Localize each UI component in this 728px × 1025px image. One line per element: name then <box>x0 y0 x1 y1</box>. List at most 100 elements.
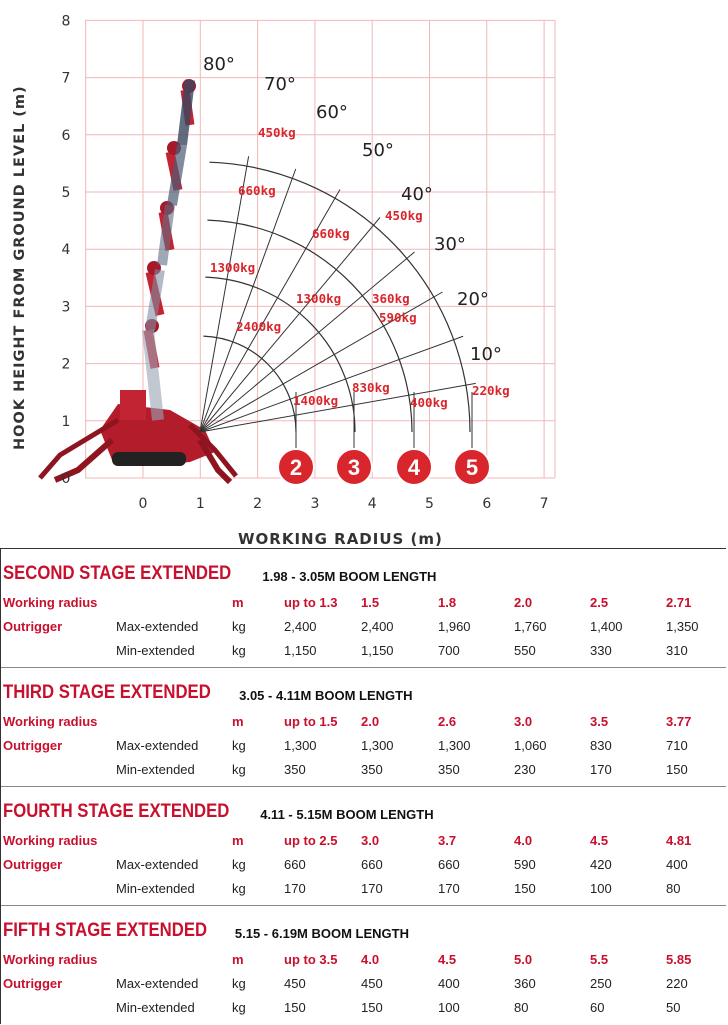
working-radius-label: Working radius <box>3 833 98 848</box>
radius-value: 3.0 <box>361 833 380 848</box>
radius-value: 3.7 <box>438 833 457 848</box>
crane-outrigger <box>188 423 238 478</box>
boom-length: 4.11 - 5.15M BOOM LENGTH <box>260 807 434 822</box>
boom-marker <box>335 448 373 486</box>
max-extended-row: Outrigger Max-extended kg 1,300 1,300 1,300 1,… <box>1 738 727 760</box>
radius-value: 5.85 <box>666 952 692 967</box>
outrigger-label: Outrigger <box>3 619 63 634</box>
boom-marker <box>453 448 491 486</box>
load-chart: 0 1 2 3 4 5 6 701234567880°70°60°50°40°30°20°10… <box>12 13 556 548</box>
min-load-value: 350 <box>284 762 306 777</box>
outrigger-label: Outrigger <box>3 738 63 753</box>
min-load-value: 350 <box>438 762 460 777</box>
stage-table: SECOND STAGE EXTENDED 1.98 - 3.05M BOOM L… <box>1 549 726 668</box>
x-tick-label: 0 <box>139 496 148 512</box>
load-label: 1400kg <box>293 393 338 408</box>
min-extended-label: Min-extended <box>116 762 195 777</box>
min-load-value: 150 <box>361 1000 383 1015</box>
radius-value: 2.5 <box>590 595 609 610</box>
load-label: 2400kg <box>236 319 281 334</box>
radius-value: 4.5 <box>438 952 457 967</box>
radius-value: 4.0 <box>514 833 533 848</box>
max-load-value: 1,350 <box>666 619 699 634</box>
crane-cab <box>120 390 146 420</box>
max-load-value: 1,300 <box>438 738 471 753</box>
working-radius-label: Working radius <box>3 595 98 610</box>
min-load-value: 150 <box>514 881 536 896</box>
boom-length: 5.15 - 6.19M BOOM LENGTH <box>234 926 409 941</box>
x-tick-label: 1 <box>196 496 205 512</box>
crane-outrigger <box>53 437 114 483</box>
stage-title: FIFTH STAGE EXTENDED <box>3 920 208 941</box>
working-radius-row: Working radius m up to 3.5 4.0 4.5 5.0 5.5 5.85 <box>1 952 727 974</box>
min-load-value: 700 <box>438 643 460 658</box>
y-tick-label: 8 <box>62 13 71 29</box>
stage-header: SECOND STAGE EXTENDED 1.98 - 3.05M BOOM L… <box>3 563 436 585</box>
max-load-value: 830 <box>590 738 612 753</box>
boom-marker-label: 2 <box>290 455 302 480</box>
angle-label: 30° <box>434 234 466 255</box>
angle-label: 50° <box>362 140 394 161</box>
stage-header: FIFTH STAGE EXTENDED 5.15 - 6.19M BOOM LE… <box>3 920 409 942</box>
x-tick-label: 4 <box>368 496 377 512</box>
max-extended-label: Max-extended <box>116 976 199 991</box>
max-load-value: 1,960 <box>438 619 471 634</box>
boom-marker-label: 3 <box>348 455 360 480</box>
max-load-value: 450 <box>361 976 383 991</box>
crane-illustration <box>38 79 238 485</box>
unit-label: kg <box>232 643 246 658</box>
y-tick-label: 2 <box>62 357 71 373</box>
max-load-value: 660 <box>361 857 383 872</box>
min-load-value: 80 <box>514 1000 529 1015</box>
max-load-value: 1,300 <box>361 738 394 753</box>
min-load-value: 50 <box>666 1000 681 1015</box>
x-tick-label: 6 <box>482 496 491 512</box>
unit-label: kg <box>232 857 246 872</box>
stage-table: FIFTH STAGE EXTENDED 5.15 - 6.19M BOOM LE… <box>1 906 726 1025</box>
load-tables: SECOND STAGE EXTENDED 1.98 - 3.05M BOOM L… <box>0 548 726 1024</box>
max-load-value: 450 <box>284 976 306 991</box>
working-radius-row: Working radius m up to 1.5 2.0 2.6 3.0 3.5 3.77 <box>1 714 727 736</box>
load-label: 1300kg <box>296 291 341 306</box>
min-load-value: 1,150 <box>284 643 317 658</box>
radius-value: 5.5 <box>590 952 609 967</box>
angle-line <box>199 168 297 433</box>
max-load-value: 590 <box>514 857 536 872</box>
max-load-value: 1,060 <box>514 738 547 753</box>
stage-title: FOURTH STAGE EXTENDED <box>3 801 230 822</box>
min-load-value: 170 <box>438 881 460 896</box>
min-load-value: 100 <box>438 1000 460 1015</box>
max-extended-row: Outrigger Max-extended kg 660 660 660 590 420 40… <box>1 857 727 879</box>
max-load-value: 360 <box>514 976 536 991</box>
min-load-value: 100 <box>590 881 612 896</box>
working-radius-label: Working radius <box>3 714 98 729</box>
angle-line <box>199 382 476 433</box>
min-load-value: 1,150 <box>361 643 394 658</box>
load-label: 660kg <box>238 183 276 198</box>
y-tick-label: 4 <box>62 242 71 258</box>
min-extended-row: Min-extended kg 150 150 100 80 60 50 <box>1 1000 727 1022</box>
min-load-value: 330 <box>590 643 612 658</box>
load-label: 590kg <box>379 310 417 325</box>
min-load-value: 150 <box>284 1000 306 1015</box>
working-radius-row: Working radius m up to 2.5 3.0 3.7 4.0 4.5 4.81 <box>1 833 727 855</box>
unit-label: kg <box>232 738 246 753</box>
max-load-value: 420 <box>590 857 612 872</box>
unit-label: kg <box>232 762 246 777</box>
stage-title: SECOND STAGE EXTENDED <box>3 563 232 584</box>
radius-value: 2.0 <box>514 595 533 610</box>
min-extended-label: Min-extended <box>116 881 195 896</box>
min-load-value: 310 <box>666 643 688 658</box>
load-label: 400kg <box>410 395 448 410</box>
radius-unit: m <box>232 714 244 729</box>
x-axis-label: WORKING RADIUS (m) <box>238 530 443 548</box>
min-extended-row: Min-extended kg 1,150 1,150 700 550 330 310 <box>1 643 727 665</box>
load-label: 450kg <box>385 208 423 223</box>
min-load-value: 170 <box>284 881 306 896</box>
x-tick-label: 5 <box>425 496 434 512</box>
min-load-value: 150 <box>666 762 688 777</box>
boom-length-arc <box>205 276 356 433</box>
boom-shadow <box>157 204 175 266</box>
boom-marker <box>395 448 433 486</box>
outrigger-label: Outrigger <box>3 857 63 872</box>
